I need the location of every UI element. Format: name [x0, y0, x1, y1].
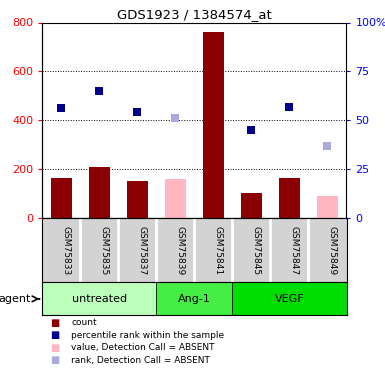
Text: agent: agent [0, 294, 31, 304]
Bar [317, 196, 338, 218]
Text: GSM75835: GSM75835 [99, 225, 109, 275]
Text: count: count [71, 318, 97, 327]
Point [172, 115, 179, 121]
Bar [42, 282, 156, 315]
Text: GSM75849: GSM75849 [328, 225, 336, 274]
Text: GSM75841: GSM75841 [213, 225, 223, 274]
Text: GSM75847: GSM75847 [290, 225, 298, 274]
Text: ■: ■ [50, 355, 59, 365]
Text: rank, Detection Call = ABSENT: rank, Detection Call = ABSENT [71, 356, 210, 364]
Bar [241, 194, 262, 218]
Bar [127, 181, 148, 218]
Bar [165, 179, 186, 218]
Bar [203, 32, 224, 218]
Text: untreated: untreated [72, 294, 127, 304]
Text: percentile rank within the sample: percentile rank within the sample [71, 331, 224, 340]
Text: GSM75839: GSM75839 [176, 225, 184, 275]
Text: value, Detection Call = ABSENT: value, Detection Call = ABSENT [71, 343, 215, 352]
Text: GSM75845: GSM75845 [251, 225, 261, 274]
Bar [279, 177, 300, 218]
Bar [51, 177, 72, 218]
Bar [89, 166, 110, 218]
Text: ■: ■ [50, 318, 59, 328]
Text: ■: ■ [50, 343, 59, 353]
Text: ■: ■ [50, 330, 59, 340]
Point [134, 109, 141, 115]
Bar [156, 282, 233, 315]
Point [248, 127, 254, 133]
Text: Ang-1: Ang-1 [178, 294, 211, 304]
Text: GSM75833: GSM75833 [61, 225, 70, 275]
Point [325, 143, 331, 149]
Point [58, 105, 64, 111]
Point [286, 104, 293, 110]
Title: GDS1923 / 1384574_at: GDS1923 / 1384574_at [117, 8, 272, 21]
Bar [233, 282, 346, 315]
Text: GSM75837: GSM75837 [137, 225, 146, 275]
Text: VEGF: VEGF [275, 294, 304, 304]
Point [96, 88, 102, 94]
